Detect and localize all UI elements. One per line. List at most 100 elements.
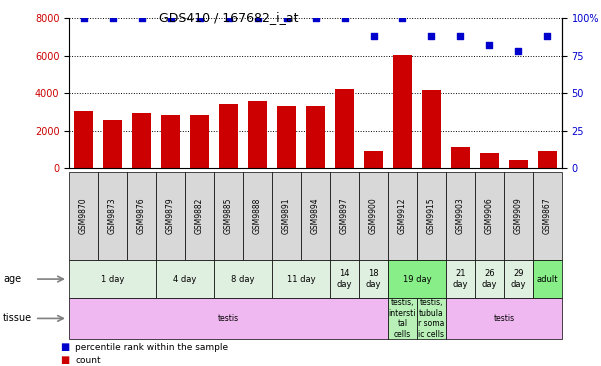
Text: ■: ■ [60,355,69,365]
Bar [219,104,238,168]
Point [484,42,494,48]
Text: GSM9915: GSM9915 [427,198,436,234]
Text: count: count [75,356,101,365]
Text: 29
day: 29 day [511,269,526,289]
Point [137,15,147,21]
Text: GSM9900: GSM9900 [369,198,378,234]
Text: 1 day: 1 day [101,274,124,284]
Point [398,15,407,21]
Text: GSM9870: GSM9870 [79,198,88,234]
Bar [98,172,127,260]
Bar [69,298,388,339]
Text: GSM9906: GSM9906 [485,198,494,234]
Bar [480,153,499,168]
Text: GSM9894: GSM9894 [311,198,320,234]
Text: testis: testis [493,314,514,323]
Bar [185,172,214,260]
Bar [504,172,533,260]
Bar [103,120,122,168]
Text: GSM9912: GSM9912 [398,198,407,234]
Point [368,33,378,39]
Bar [190,115,209,168]
Text: GSM9897: GSM9897 [340,198,349,234]
Text: GSM9873: GSM9873 [108,198,117,234]
Bar [132,113,151,168]
Bar [359,172,388,260]
Text: age: age [3,274,21,284]
Point [224,15,233,21]
Bar [156,260,214,298]
Bar [335,89,354,168]
Bar [533,260,562,298]
Text: adult: adult [537,274,558,284]
Bar [277,107,296,168]
Point [195,15,204,21]
Bar [69,172,98,260]
Text: 18
day: 18 day [366,269,381,289]
Bar [388,298,417,339]
Bar [417,298,446,339]
Bar [243,172,272,260]
Text: 21
day: 21 day [453,269,468,289]
Bar [359,260,388,298]
Text: 14
day: 14 day [337,269,352,289]
Bar [74,111,93,168]
Bar [417,172,446,260]
Bar [364,150,383,168]
Text: testis,
intersti
tal
cells: testis, intersti tal cells [389,298,416,339]
Text: GDS410 / 167682_i_at: GDS410 / 167682_i_at [159,11,298,24]
Text: testis,
tubula
r soma
ic cells: testis, tubula r soma ic cells [418,298,445,339]
Bar [446,172,475,260]
Bar [509,160,528,168]
Text: GSM9888: GSM9888 [253,198,262,234]
Bar [301,172,330,260]
Bar [127,172,156,260]
Point [514,48,523,54]
Point [456,33,465,39]
Point [427,33,436,39]
Text: 8 day: 8 day [231,274,255,284]
Bar [214,260,272,298]
Bar [330,260,359,298]
Text: GSM9885: GSM9885 [224,198,233,234]
Text: percentile rank within the sample: percentile rank within the sample [75,343,228,352]
Bar [388,172,417,260]
Bar [446,298,562,339]
Text: GSM9882: GSM9882 [195,198,204,234]
Text: ■: ■ [60,342,69,352]
Text: 11 day: 11 day [287,274,316,284]
Point [282,15,291,21]
Point [79,15,88,21]
Text: 19 day: 19 day [403,274,432,284]
Point [340,15,349,21]
Bar [306,105,325,168]
Text: 4 day: 4 day [173,274,197,284]
Point [108,15,117,21]
Bar [272,260,330,298]
Bar [538,152,557,168]
Text: GSM9876: GSM9876 [137,198,146,234]
Bar [446,260,475,298]
Bar [156,172,185,260]
Bar [533,172,562,260]
Bar [161,115,180,168]
Text: GSM9903: GSM9903 [456,198,465,234]
Bar [475,260,504,298]
Point [166,15,175,21]
Bar [451,147,470,168]
Bar [422,90,441,168]
Bar [504,260,533,298]
Text: tissue: tissue [3,313,32,324]
Bar [214,172,243,260]
Text: GSM9909: GSM9909 [514,198,523,234]
Bar [69,260,156,298]
Bar [393,55,412,168]
Bar [248,101,267,168]
Bar [475,172,504,260]
Bar [272,172,301,260]
Point [311,15,320,21]
Bar [330,172,359,260]
Text: GSM9879: GSM9879 [166,198,175,234]
Bar [388,260,446,298]
Text: 26
day: 26 day [482,269,497,289]
